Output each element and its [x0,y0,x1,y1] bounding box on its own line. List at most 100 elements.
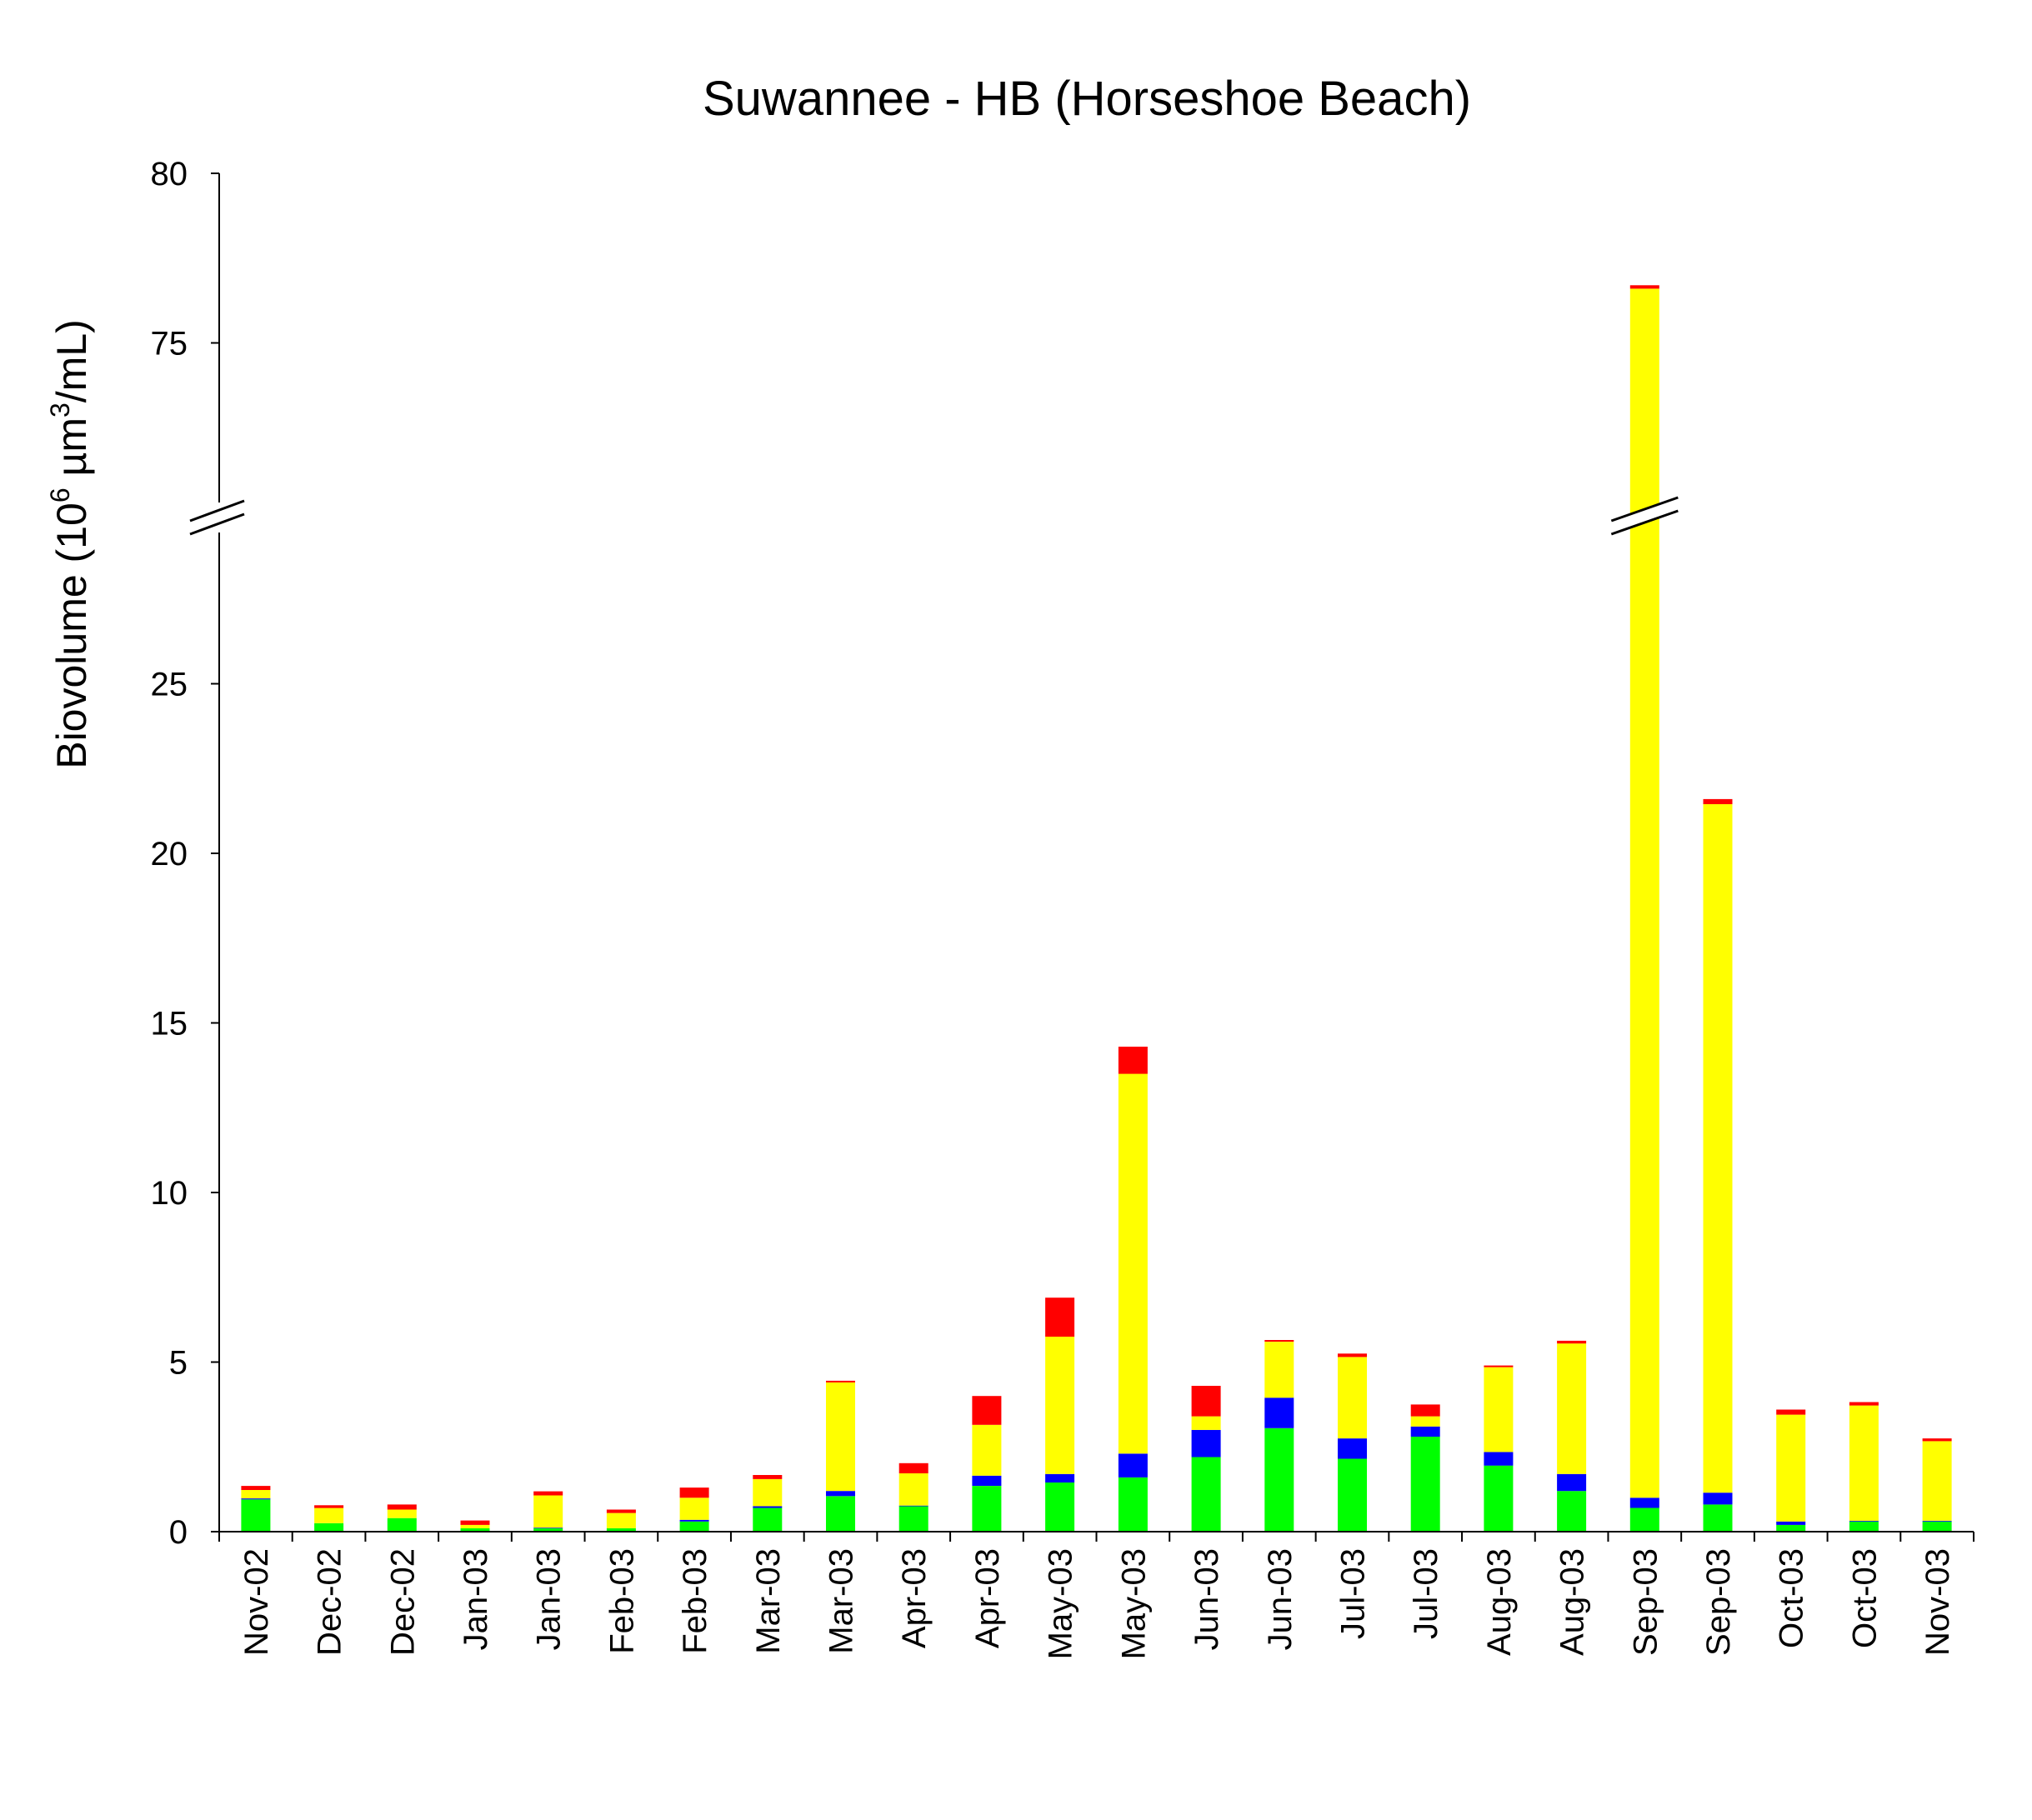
x-tick-label-22: Oct-03 [1774,1548,1810,1648]
bar-segment-19-4 [1557,1340,1587,1344]
bar-segment-14-4 [1191,1386,1221,1417]
bar-segment-14-2 [1191,1429,1221,1458]
bar-segment-6-4 [606,1509,636,1513]
x-tick-label-12: May-03 [1043,1548,1079,1659]
y-tick-label-5: 5 [169,1345,188,1382]
bar-segment-8-2 [753,1506,783,1508]
bar-segment-15-2 [1264,1398,1294,1428]
bar-segment-16-4 [1338,1353,1367,1358]
bar-segment-8-1 [753,1508,783,1532]
x-tick-label-24: Nov-03 [1919,1548,1956,1656]
x-tick-label-14: Jun-03 [1189,1548,1225,1650]
bar-segment-2-4 [314,1505,344,1508]
bar-segment-17-1 [1410,1437,1440,1532]
bar-break-gap-20 [1611,498,1679,534]
x-tick-label-6: Feb-03 [603,1548,640,1654]
bar-segment-7-1 [679,1521,709,1532]
y-tick-label-0: 0 [169,1514,188,1551]
bar-segment-12-3 [1045,1337,1075,1474]
bar-segment-11-2 [972,1475,1002,1486]
y-axis-break-line-top [189,499,245,522]
x-tick-label-18: Aug-03 [1481,1548,1518,1656]
bar-segment-10-4 [898,1462,928,1473]
y-tick-label-75: 75 [151,326,188,362]
bar-segment-24-4 [1922,1438,1952,1442]
bar-segment-5-1 [533,1528,563,1532]
bar-segment-20-3 [1629,288,1659,1498]
bar-segment-22-2 [1776,1521,1806,1525]
x-tick-label-10: Apr-03 [896,1548,933,1648]
bar-segment-24-1 [1922,1521,1952,1532]
x-tick-label-15: Jun-03 [1262,1548,1299,1650]
bar-segment-14-3 [1191,1416,1221,1430]
y-axis-label-exponent: 6 [45,488,75,502]
bar-segment-4-3 [460,1524,490,1528]
bar-segment-17-3 [1410,1416,1440,1427]
bar-segment-19-3 [1557,1343,1587,1474]
bar-segment-12-2 [1045,1473,1075,1482]
bar-segment-2-1 [314,1522,344,1532]
bar-segment-18-4 [1484,1365,1514,1368]
bar-segment-13-1 [1118,1477,1148,1532]
bar-segment-21-2 [1703,1492,1733,1505]
bar-segment-20-1 [1629,1508,1659,1532]
bar-segment-19-1 [1557,1491,1587,1532]
bar-segment-24-2 [1922,1521,1952,1522]
bar-segment-6-3 [606,1512,636,1528]
x-tick-label-11: Apr-03 [969,1548,1006,1648]
bar-segment-7-2 [679,1519,709,1522]
bar-segment-21-1 [1703,1504,1733,1532]
ticks-layer: 0 5 10 15 20 25 75 80 [151,156,219,1551]
bar-segment-23-1 [1849,1521,1879,1532]
bar-segment-1-2 [241,1498,271,1500]
y-axis-label-suffix: /mL) [48,319,95,402]
bar-segment-12-4 [1045,1298,1075,1337]
y-tick-label-80: 80 [151,156,188,192]
bar-segment-11-1 [972,1486,1002,1532]
bar-segment-24-3 [1922,1441,1952,1521]
bar-segment-5-4 [533,1491,563,1496]
x-tick-label-19: Aug-03 [1554,1548,1591,1656]
bar-segment-13-2 [1118,1453,1148,1478]
bar-segment-17-2 [1410,1426,1440,1437]
bar-segment-18-1 [1484,1465,1514,1532]
bars-layer [241,285,1952,1532]
y-axis-label-unit: µm [48,418,95,488]
bar-segment-12-1 [1045,1482,1075,1532]
bar-segment-11-3 [972,1424,1002,1476]
bar-segment-18-3 [1484,1367,1514,1452]
bar-segment-1-3 [241,1489,271,1499]
x-tick-label-23: Oct-03 [1846,1548,1883,1648]
bar-segment-18-2 [1484,1452,1514,1466]
bar-segment-7-3 [679,1498,709,1520]
x-tick-label-3: Dec-02 [384,1548,421,1656]
x-tick-label-21: Sep-03 [1700,1548,1737,1656]
bar-segment-22-4 [1776,1409,1806,1415]
bar-break-line-top-20 [1610,496,1679,522]
bar-segment-15-4 [1264,1340,1294,1342]
y-axis-break-line-bottom [189,512,245,536]
bar-segment-21-3 [1703,804,1733,1493]
bar-segment-3-4 [387,1504,417,1510]
bar-segment-9-3 [826,1382,855,1492]
bar-segment-14-1 [1191,1457,1221,1532]
x-tick-label-1: Nov-02 [238,1548,275,1656]
bar-segment-1-1 [241,1499,271,1532]
bar-segment-22-1 [1776,1524,1806,1532]
bar-segment-1-4 [241,1486,271,1490]
bar-segment-20-4 [1629,285,1659,289]
bar-segment-2-3 [314,1508,344,1523]
bar-segment-3-1 [387,1518,417,1532]
bar-segment-23-4 [1849,1402,1879,1406]
x-tick-label-20: Sep-03 [1627,1548,1664,1656]
bar-break-line-bottom-20 [1610,509,1679,536]
bar-segment-15-3 [1264,1342,1294,1398]
y-axis-label: Biovolume (106 µm3/mL) [45,319,95,769]
bar-segment-4-4 [460,1520,490,1525]
bar-segment-16-3 [1338,1357,1367,1439]
x-tick-label-13: May-03 [1115,1548,1152,1659]
bar-segment-8-4 [753,1475,783,1479]
y-tick-label-15: 15 [151,1006,188,1042]
bar-segment-10-2 [898,1505,928,1507]
x-tick-label-17: Jul-03 [1408,1548,1444,1639]
